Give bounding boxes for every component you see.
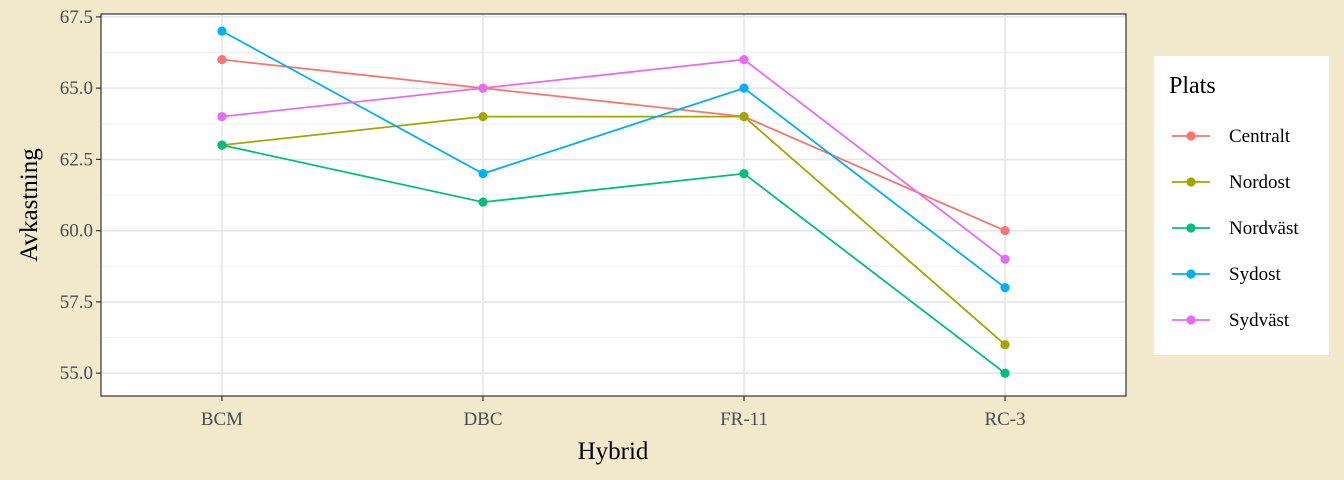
data-point [1000,226,1010,236]
data-point [739,55,749,65]
legend-label: Centralt [1229,126,1291,147]
series-line [221,58,1006,232]
legend-label: Sydväst [1229,310,1290,331]
x-tick-label: BCM [201,409,243,430]
legend-key-point [1186,269,1196,279]
y-tick-label: 67.5 [60,7,93,28]
data-point [217,112,227,122]
y-axis-title: Avkastning [16,148,43,262]
y-tick-label: 57.5 [60,292,93,313]
axes: 55.0 57.5 60.0 62.5 65.0 67.5 BCM DBC FR-11 RC-3 [60,7,1026,430]
series-line [221,144,1006,374]
legend-key-point [1186,223,1196,233]
series-line [221,58,1006,260]
y-tick-label: 55.0 [60,363,93,384]
y-tick-label: 65.0 [60,78,93,99]
data-point [217,55,227,65]
legend-key-point [1186,131,1196,141]
legend-label: Nordväst [1229,218,1299,239]
x-axis-title: Hybrid [578,438,649,465]
plot-border [100,13,1127,397]
x-tick-label: DBC [463,409,502,430]
data-point [217,26,227,36]
series-lines [217,26,1010,378]
data-point [739,83,749,93]
data-point [478,83,488,93]
plot-panel [101,14,1126,396]
data-point [1000,340,1010,350]
data-point [1000,283,1010,293]
legend-label: Sydost [1229,264,1281,285]
legend-key-point [1186,177,1196,187]
series-line [221,115,1006,346]
legend: Centralt Nordost Nordväst Sydost Sydväst [1172,126,1299,331]
data-point [478,169,488,179]
legend-box [1154,56,1329,355]
legend-key-point [1186,315,1196,325]
data-point [1000,254,1010,264]
data-point [739,169,749,179]
legend-label: Nordost [1229,172,1291,193]
y-tick-label: 62.5 [60,149,93,170]
data-point [478,197,488,207]
data-point [739,112,749,122]
legend-title: Plats [1169,73,1216,99]
data-point [478,112,488,122]
x-tick-label: FR-11 [720,409,768,430]
data-point [1000,368,1010,378]
y-tick-label: 60.0 [60,221,93,242]
x-tick-label: RC-3 [984,409,1025,430]
data-point [217,140,227,150]
